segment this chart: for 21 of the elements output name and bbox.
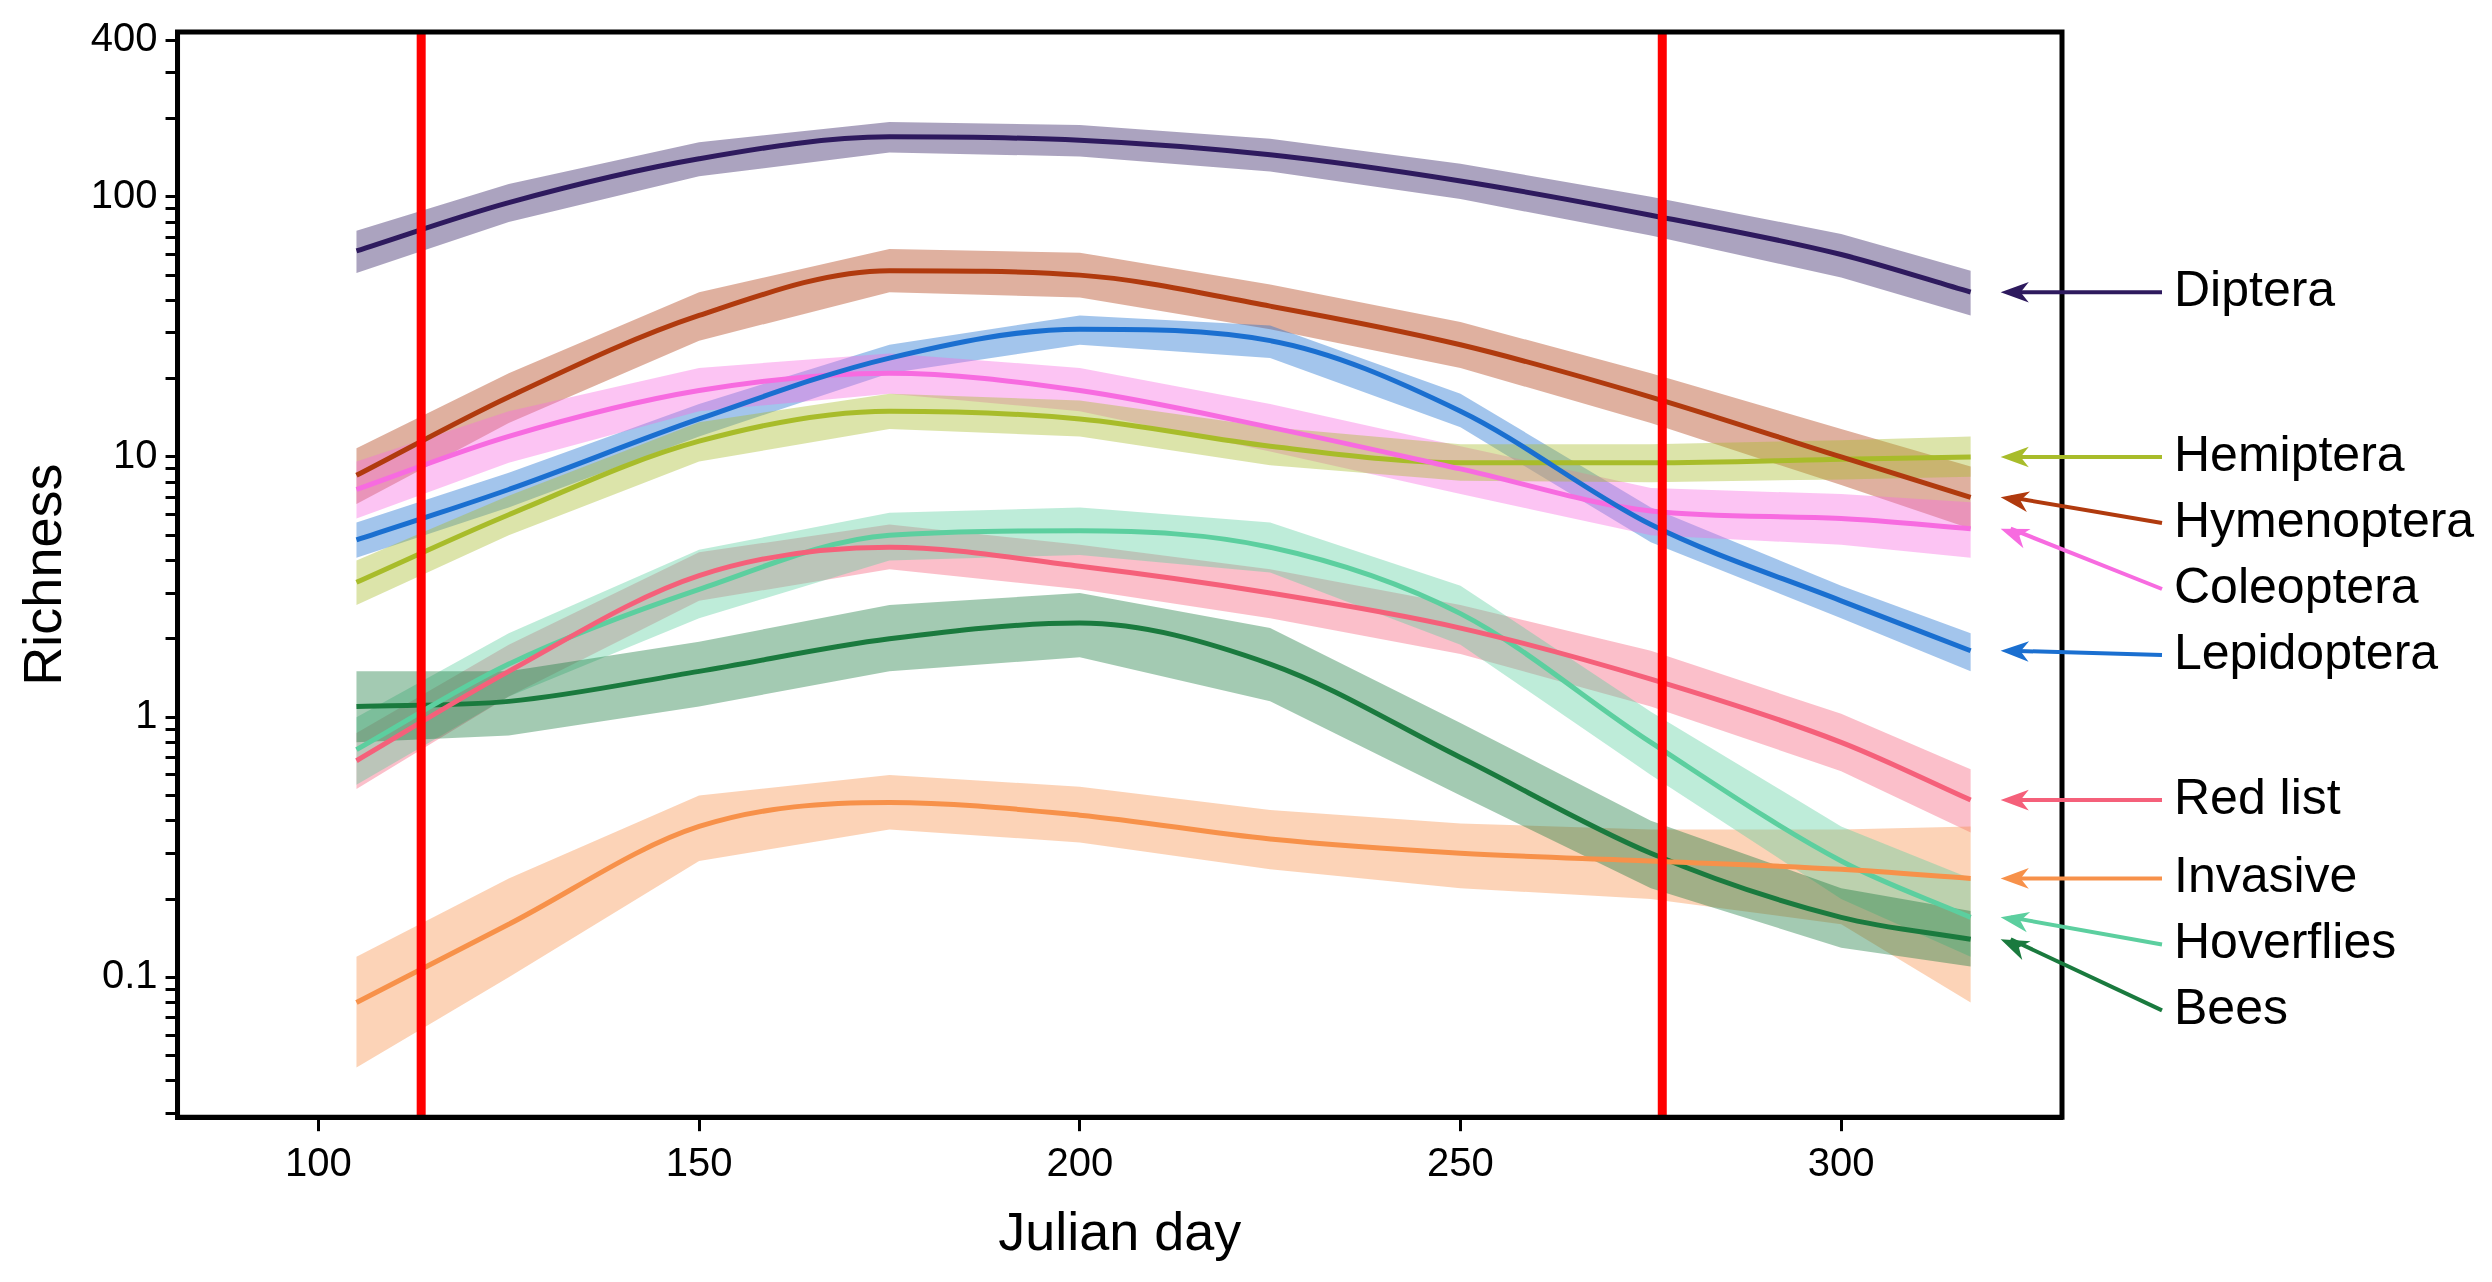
legend-label: Hymenoptera — [2174, 491, 2475, 548]
legend-label: Red list — [2174, 768, 2341, 825]
y-tick-label: 400 — [90, 15, 158, 60]
legend-label: Hemiptera — [2174, 425, 2405, 482]
legend-label: Invasive — [2174, 847, 2358, 904]
x-tick-label: 100 — [285, 1140, 352, 1185]
x-tick-label: 150 — [665, 1140, 733, 1185]
legend-label: Diptera — [2174, 260, 2336, 317]
y-axis-title: Richness — [12, 463, 73, 686]
legend-label: Lepidoptera — [2174, 623, 2439, 680]
legend-label: Coleoptera — [2174, 557, 2419, 614]
x-axis-title: Julian day — [998, 1201, 1242, 1262]
y-tick-label: 1 — [135, 692, 158, 737]
y-tick-label: 10 — [113, 432, 158, 477]
y-tick-label: 100 — [90, 171, 158, 216]
text: Bees — [2174, 979, 2288, 1036]
x-tick-label: 300 — [1807, 1140, 1875, 1185]
legend-label: Hoverflies — [2174, 913, 2397, 970]
x-tick-label: 200 — [1046, 1140, 1114, 1185]
x-tick-label: 250 — [1427, 1140, 1494, 1185]
y-tick-label: 0.1 — [101, 952, 158, 997]
